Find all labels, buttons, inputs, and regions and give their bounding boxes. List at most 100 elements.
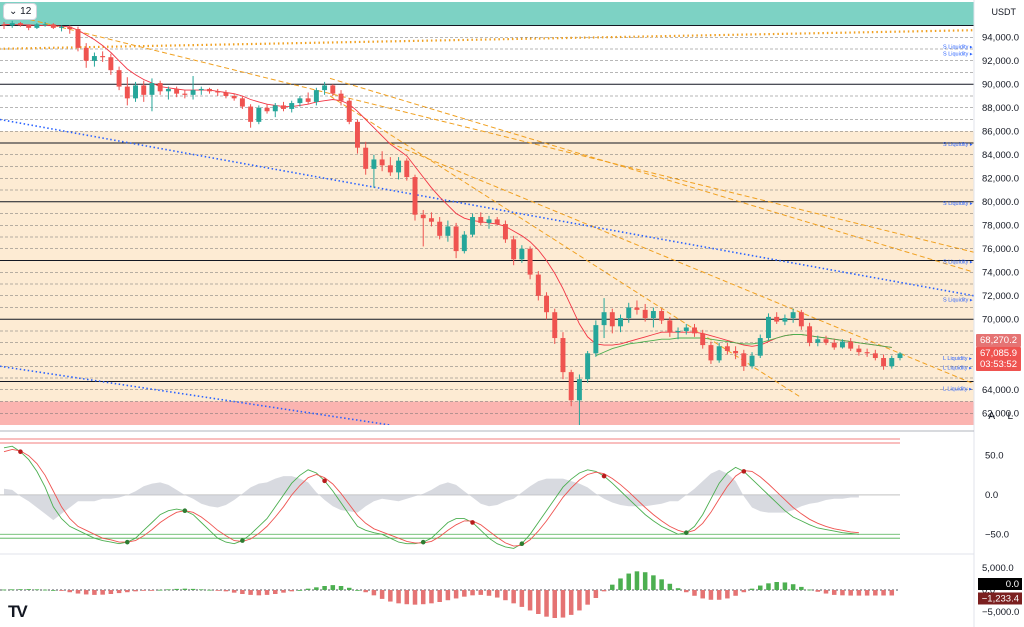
macd-bar	[642, 572, 648, 590]
liquidity-label: S Liquidity ▸	[943, 260, 973, 266]
liquidity-label: S Liquidity ▸	[943, 142, 973, 148]
macd-bar	[404, 590, 410, 605]
candle-body	[848, 341, 854, 349]
liquidity-label: L Liquidity ▸	[943, 365, 972, 371]
macd-bar	[848, 590, 853, 596]
candle-body	[790, 312, 796, 319]
candle-body	[675, 331, 681, 333]
candle-body	[355, 121, 360, 148]
liquidity-label: L Liquidity ▸	[943, 387, 972, 393]
liquidity-label: S Liquidity ▸	[943, 201, 973, 207]
candle-body	[124, 86, 130, 99]
candle-body	[207, 88, 212, 92]
candle-body	[453, 226, 459, 252]
macd-bar	[157, 589, 163, 591]
macd-bar	[174, 588, 179, 590]
macd-bar	[26, 589, 31, 590]
macd-bar	[536, 590, 541, 614]
osc-tick-label: 0.0	[985, 490, 998, 501]
macd-bar	[149, 590, 155, 591]
macd-bar	[774, 582, 779, 590]
candle-body	[815, 339, 821, 343]
macd-bar	[519, 590, 525, 607]
macd-bar	[782, 582, 788, 590]
macd-bar	[527, 590, 533, 611]
candle-body	[650, 311, 656, 319]
candle-body	[387, 165, 393, 173]
candle-body	[157, 83, 163, 92]
candle-body	[91, 56, 97, 61]
candle-body	[856, 348, 862, 353]
candle-body	[601, 312, 607, 326]
candle-body	[34, 24, 40, 28]
macd-bar	[92, 590, 97, 595]
timeframe-selector[interactable]: ⌄ 12	[4, 4, 37, 19]
osc-line-d	[3, 448, 859, 547]
candle-body	[560, 338, 566, 373]
macd-bar	[305, 588, 311, 590]
candle-body	[461, 234, 467, 252]
candle-body	[749, 355, 755, 367]
macd-bar	[346, 587, 352, 590]
candle-body	[174, 88, 180, 94]
macd-bar	[593, 590, 599, 598]
candle-body	[165, 88, 171, 92]
macd-bar	[799, 586, 804, 590]
trendline-rising-dotted	[0, 29, 974, 50]
macd-bar	[75, 590, 81, 594]
candle-body	[313, 90, 319, 102]
candle-body	[330, 85, 336, 94]
trendline-blue-lower	[0, 365, 391, 425]
osc-cross-dot	[182, 508, 188, 513]
macd-bar	[141, 590, 147, 591]
candle-body	[724, 346, 730, 351]
liquidity-label: S Liquidity ▸	[943, 52, 973, 58]
candle-body	[535, 274, 541, 296]
macd-bar	[873, 590, 878, 596]
candle-body	[470, 217, 476, 235]
candle-body	[264, 107, 270, 112]
macd-bar	[659, 579, 664, 590]
log-scale-button[interactable]: L	[1007, 411, 1013, 422]
candle-body	[897, 353, 903, 359]
candle-body	[683, 327, 689, 331]
candle-body	[700, 333, 706, 346]
macd-bar	[215, 590, 220, 591]
candle-body	[100, 56, 106, 58]
osc-line-k	[3, 445, 859, 549]
macd-bar	[618, 578, 623, 590]
liquidity-label: S Liquidity ▸	[943, 297, 973, 303]
macd-bar	[51, 590, 56, 591]
candle-body	[346, 100, 352, 122]
macd-bar	[1, 589, 7, 591]
macd-bar	[494, 590, 500, 598]
candle-body	[437, 221, 443, 236]
candle-body	[478, 217, 484, 223]
macd-bar	[601, 590, 607, 592]
macd-bar	[445, 590, 451, 601]
macd-bar	[437, 590, 442, 602]
candle-body	[281, 105, 286, 109]
macd-bar	[322, 586, 327, 590]
macd-bar	[741, 590, 747, 593]
zone-top	[0, 2, 974, 26]
y-axis-tick-label: 82,000.0	[982, 173, 1019, 184]
candle-body	[338, 93, 344, 101]
macd-bar	[856, 590, 862, 596]
macd-bar	[166, 589, 171, 591]
candle-body	[190, 90, 196, 95]
macd-bar	[651, 575, 656, 590]
candle-body	[741, 353, 747, 367]
candle-body	[231, 96, 237, 99]
macd-bar	[486, 590, 492, 596]
macd-bar	[626, 573, 631, 590]
macd-bar	[363, 590, 368, 593]
macd-bar	[59, 590, 64, 591]
auto-scale-button[interactable]: A	[988, 411, 995, 422]
candle-body	[716, 346, 722, 361]
y-axis-tick-label: 94,000.0	[982, 32, 1019, 43]
candle-body	[67, 26, 73, 30]
macd-bar	[716, 590, 722, 600]
macd-bar	[388, 590, 393, 602]
